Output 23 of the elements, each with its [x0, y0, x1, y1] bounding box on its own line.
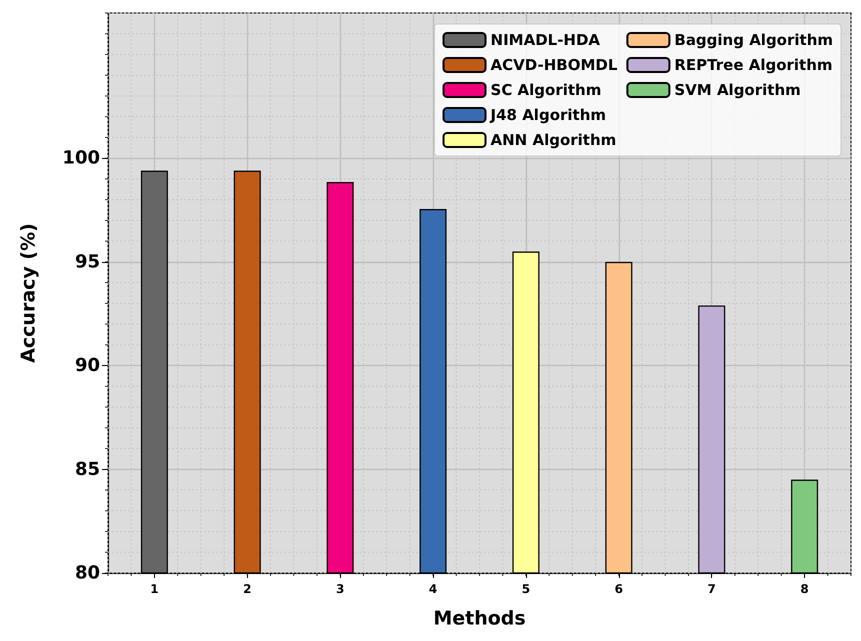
- legend-label: SVM Algorithm: [674, 81, 801, 99]
- y-tick-label: 85: [74, 458, 100, 480]
- legend-label: SC Algorithm: [490, 81, 602, 99]
- x-tick-label: 7: [708, 582, 716, 596]
- x-tick-label: 8: [800, 582, 809, 596]
- x-axis-title: Methods: [433, 608, 526, 630]
- x-tick-label: 6: [614, 582, 623, 596]
- x-tick-label: 4: [428, 582, 438, 596]
- y-tick-label: 90: [74, 355, 100, 376]
- legend-label: ACVD-HBOMDL: [490, 56, 618, 74]
- legend-label: Bagging Algorithm: [674, 31, 834, 49]
- y-tick-label: 95: [74, 251, 100, 272]
- y-tick-label: 80: [74, 562, 100, 584]
- legend-label: NIMADL-HDA: [490, 31, 600, 49]
- legend-label: REPTree Algorithm: [674, 56, 833, 74]
- legend-label: ANN Algorithm: [490, 131, 616, 149]
- x-tick-label: 3: [336, 582, 344, 596]
- y-axis-title: Accuracy (%): [18, 223, 40, 363]
- x-tick-label: 1: [150, 582, 159, 596]
- y-tick-label: 100: [62, 148, 100, 169]
- legend-label: J48 Algorithm: [490, 106, 606, 124]
- x-tick-label: 2: [243, 582, 252, 596]
- x-tick-label: 5: [522, 582, 530, 596]
